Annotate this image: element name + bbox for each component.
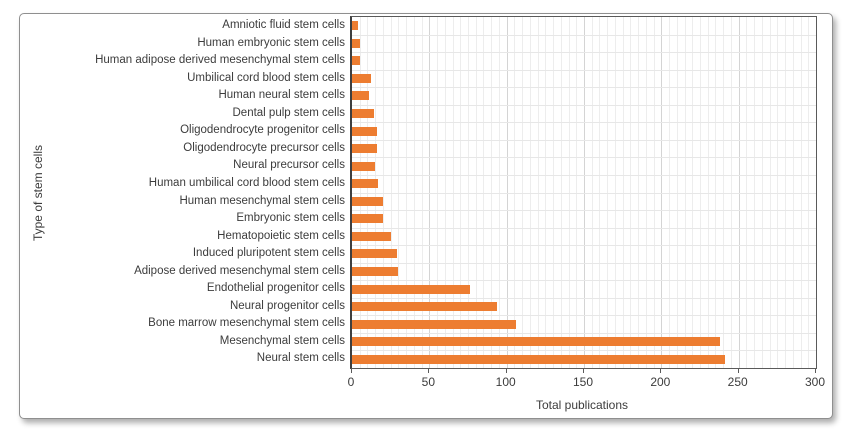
bar	[352, 21, 359, 31]
x-tick-label: 200	[650, 375, 671, 389]
category-label: Embryonic stem cells	[236, 212, 345, 225]
bar	[352, 161, 376, 171]
bar	[352, 337, 721, 347]
row-gridline	[352, 315, 816, 317]
bar	[352, 109, 374, 119]
bar	[352, 302, 498, 312]
row-gridline	[352, 280, 816, 282]
x-tick-label: 300	[804, 375, 826, 389]
category-label: Human umbilical cord blood stem cells	[148, 176, 345, 189]
row-gridline	[352, 245, 816, 247]
category-label: Dental pulp stem cells	[232, 106, 346, 119]
bar	[352, 284, 470, 294]
category-label: Human neural stem cells	[218, 89, 345, 102]
category-label: Oligodendrocyte progenitor cells	[180, 124, 345, 137]
bar	[352, 179, 379, 189]
category-label: Induced pluripotent stem cells	[192, 247, 345, 260]
bar	[352, 91, 369, 101]
bar	[352, 38, 360, 48]
category-label: Umbilical cord blood stem cells	[187, 71, 345, 84]
x-tick-mark	[815, 369, 816, 373]
row-gridline	[352, 122, 816, 124]
row-gridline	[352, 104, 816, 106]
row-gridline	[352, 332, 816, 334]
bar	[352, 196, 383, 206]
chart-card: Type of stem cells Amniotic fluid stem c…	[19, 13, 833, 419]
row-gridline	[352, 139, 816, 141]
row-gridline	[352, 210, 816, 212]
category-label: Adipose derived mesenchymal stem cells	[134, 264, 345, 277]
category-label: Neural stem cells	[256, 352, 345, 365]
category-label: Neural precursor cells	[233, 159, 345, 172]
plot-area	[350, 16, 817, 369]
category-label: Amniotic fluid stem cells	[222, 19, 345, 31]
category-label: Bone marrow mesenchymal stem cells	[148, 317, 345, 330]
category-label: Human mesenchymal stem cells	[179, 194, 345, 207]
x-tick-mark	[737, 369, 739, 373]
x-tick-mark	[660, 369, 662, 373]
category-label: Hematopoietic stem cells	[217, 229, 345, 242]
bar	[352, 144, 377, 154]
bar	[352, 319, 516, 329]
category-label: Neural progenitor cells	[229, 299, 345, 312]
bar	[352, 56, 360, 66]
x-tick-mark	[428, 369, 430, 373]
bar	[352, 126, 377, 136]
bar	[352, 249, 397, 259]
row-gridline	[352, 350, 816, 352]
x-tick-label: 150	[572, 375, 594, 389]
x-tick-label: 100	[495, 375, 516, 389]
bar	[352, 231, 391, 241]
category-label: Human adipose derived mesenchymal stem c…	[95, 54, 345, 67]
row-gridline	[352, 157, 816, 159]
bar	[352, 73, 371, 83]
row-gridline	[352, 87, 816, 89]
bar	[352, 354, 725, 364]
category-axis-labels: Amniotic fluid stem cells Human embryonic…	[28, 17, 345, 368]
row-gridline	[352, 227, 816, 229]
row-gridline	[352, 297, 816, 299]
row-gridline	[352, 174, 816, 176]
row-gridline	[352, 34, 816, 36]
category-label: Oligodendrocyte precursor cells	[183, 141, 345, 154]
x-tick-label: 50	[421, 375, 435, 389]
row-gridline	[352, 52, 816, 54]
bar	[352, 266, 399, 276]
x-tick-label: 250	[727, 375, 748, 389]
category-label: Endothelial progenitor cells	[206, 282, 345, 295]
row-gridline	[352, 192, 816, 194]
row-gridline	[352, 262, 816, 264]
row-gridline	[352, 69, 816, 71]
x-tick-mark	[351, 369, 352, 373]
x-tick-mark	[583, 369, 584, 373]
x-tick-label: 0	[347, 375, 355, 389]
x-tick-mark	[505, 369, 507, 373]
bar	[352, 214, 383, 224]
category-label: Mesenchymal stem cells	[219, 334, 345, 347]
category-label: Human embryonic stem cells	[197, 36, 345, 49]
x-axis-title: Total publications	[535, 398, 629, 412]
